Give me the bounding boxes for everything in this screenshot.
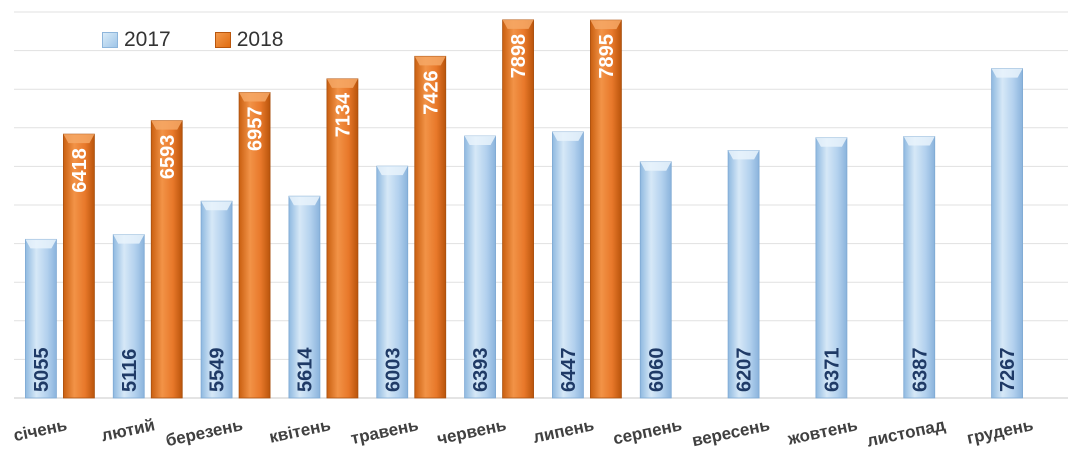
data-label-2018-1: 6418 bbox=[69, 148, 91, 193]
legend-item-2018: 2018 bbox=[214, 28, 284, 52]
data-label-2018-5: 7426 bbox=[420, 70, 442, 115]
data-label-2017-8: 6060 bbox=[646, 348, 668, 393]
bar-2017-8 bbox=[639, 161, 672, 399]
data-labels: 5055 6418 5116 6593 5549 6957 5614 7134 6003 7426… bbox=[31, 34, 1019, 392]
data-label-2017-6: 6393 bbox=[470, 348, 492, 393]
bar-2017-9 bbox=[727, 150, 760, 399]
data-label-2017-11: 6387 bbox=[909, 348, 931, 393]
bar-cap-2017-10 bbox=[815, 137, 847, 147]
bar-2017-11 bbox=[903, 136, 936, 399]
bar-2017-1 bbox=[25, 238, 57, 399]
x-tick-label: лютий bbox=[100, 415, 157, 445]
data-label-2017-9: 6207 bbox=[734, 348, 756, 393]
bar-cap-2018-4 bbox=[326, 78, 358, 88]
gridlines bbox=[14, 11, 1068, 399]
bar-2017-6 bbox=[464, 135, 496, 399]
x-tick-labels: січень лютий березень квітень травень червень… bbox=[12, 415, 1035, 450]
data-label-2017-4: 5614 bbox=[294, 347, 316, 392]
legend-swatch-2017 bbox=[102, 32, 118, 48]
bar-cap-2018-3 bbox=[239, 92, 271, 102]
legend-item-2017: 2017 bbox=[102, 28, 171, 52]
bars bbox=[25, 19, 1023, 399]
data-label-2018-7: 7895 bbox=[596, 34, 618, 79]
bar-2017-5 bbox=[376, 165, 409, 399]
x-tick-label: травень bbox=[349, 415, 420, 448]
bar-cap-2017-7 bbox=[552, 131, 584, 141]
bar-cap-2017-1 bbox=[25, 239, 57, 249]
bar-cap-2018-6 bbox=[502, 19, 534, 29]
bar-2017-4 bbox=[288, 195, 321, 399]
data-label-2017-7: 6447 bbox=[558, 348, 580, 393]
x-tick-label: грудень bbox=[965, 415, 1035, 448]
data-label-2017-2: 5116 bbox=[119, 349, 141, 392]
bar-2017-7 bbox=[552, 131, 584, 399]
bar-cap-2017-11 bbox=[903, 136, 935, 146]
bar-2018-2 bbox=[150, 120, 183, 399]
bar-cap-2017-6 bbox=[464, 136, 496, 146]
bar-cap-2018-5 bbox=[414, 56, 446, 66]
data-label-2017-10: 6371 bbox=[821, 348, 843, 393]
bar-cap-2017-9 bbox=[728, 150, 760, 160]
data-label-2017-12: 7267 bbox=[997, 348, 1019, 393]
data-label-2017-1: 5055 bbox=[31, 348, 53, 393]
x-tick-label: березень bbox=[164, 415, 244, 450]
data-label-2018-6: 7898 bbox=[508, 34, 530, 79]
x-tick-label: вересень bbox=[690, 415, 771, 450]
data-label-2018-3: 6957 bbox=[245, 107, 267, 151]
x-tick-label: квітень bbox=[267, 415, 332, 447]
bar-cap-2017-8 bbox=[640, 161, 672, 171]
bar-cap-2018-7 bbox=[590, 20, 622, 30]
x-tick-label: червень bbox=[435, 415, 508, 448]
data-label-2017-5: 6003 bbox=[382, 348, 404, 393]
x-tick-label: січень bbox=[12, 415, 69, 445]
bar-2018-5 bbox=[414, 55, 447, 399]
legend-swatch-2018 bbox=[214, 32, 231, 48]
bar-2017-12 bbox=[991, 68, 1023, 399]
x-tick-label: липень bbox=[531, 415, 595, 446]
x-tick-label: жовтень bbox=[785, 415, 859, 449]
bar-2018-7 bbox=[590, 19, 622, 399]
bar-cap-2017-2 bbox=[113, 234, 145, 244]
legend-label-2018: 2018 bbox=[236, 28, 284, 51]
bar-cap-2018-1 bbox=[63, 134, 95, 144]
bar-cap-2017-5 bbox=[376, 166, 408, 176]
legend-label-2017: 2017 bbox=[124, 28, 171, 51]
x-tick-label: листопад bbox=[865, 415, 947, 450]
bar-2018-4 bbox=[326, 78, 359, 399]
bar-cap-2017-12 bbox=[991, 68, 1023, 78]
data-label-2017-3: 5549 bbox=[207, 348, 229, 393]
bar-2018-1 bbox=[63, 133, 95, 399]
bar-cap-2017-4 bbox=[288, 196, 320, 206]
data-label-2018-4: 7134 bbox=[332, 92, 354, 137]
bar-cap-2018-2 bbox=[151, 120, 183, 130]
bar-2018-6 bbox=[502, 19, 534, 399]
bar-2017-2 bbox=[112, 234, 145, 399]
legend: 2017 2018 bbox=[102, 28, 327, 52]
x-tick-label: серпень bbox=[611, 415, 683, 448]
bar-cap-2017-3 bbox=[201, 201, 233, 211]
data-label-2018-2: 6593 bbox=[157, 135, 179, 180]
